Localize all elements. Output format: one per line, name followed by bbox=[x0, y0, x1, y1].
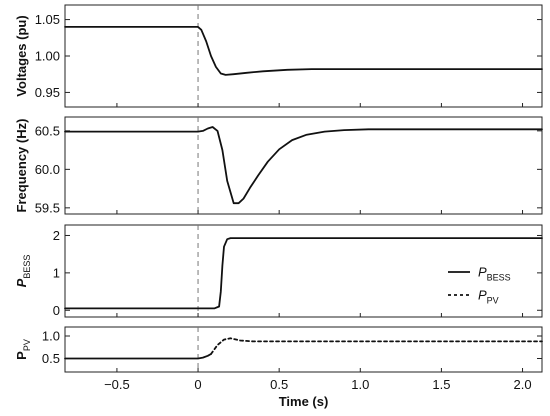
series-line bbox=[64, 353, 212, 360]
plot-frame bbox=[64, 116, 543, 215]
y-tick-label: 60.5 bbox=[35, 123, 60, 138]
panel-1: 0.95 1.00 1.05 Voltages (pu) bbox=[14, 4, 543, 108]
x-axis-label: Time (s) bbox=[279, 394, 329, 409]
dashed-series-line bbox=[210, 337, 543, 355]
y-tick-label: 1.05 bbox=[35, 12, 60, 27]
x-tick-label: 1.5 bbox=[432, 377, 450, 392]
panel-3: 0 1 2 PBESS PBESS PPV bbox=[14, 224, 543, 318]
legend-label: PPV bbox=[478, 288, 499, 306]
x-tick-label: 0 bbox=[194, 377, 201, 392]
series-line bbox=[64, 126, 543, 205]
x-tick-label: 2.0 bbox=[513, 377, 531, 392]
y-axis-label: Voltages (pu) bbox=[14, 15, 29, 96]
legend: PBESS PPV bbox=[448, 265, 511, 306]
y-tick-label: 59.5 bbox=[35, 200, 60, 215]
y-tick-label: 2 bbox=[53, 228, 60, 243]
plot-frame bbox=[64, 4, 543, 108]
y-tick-label: 1.0 bbox=[42, 329, 60, 344]
y-tick-label: 0.5 bbox=[42, 351, 60, 366]
plot-frame bbox=[64, 326, 543, 373]
panel-2: 59.5 60.0 60.5 Frequency (Hz) bbox=[14, 116, 543, 215]
y-tick-label: 0 bbox=[53, 303, 60, 318]
y-tick-label: 60.0 bbox=[35, 162, 60, 177]
y-axis-label: PBESS bbox=[14, 255, 32, 288]
plot-frame bbox=[64, 224, 543, 318]
x-tick-label: 0.5 bbox=[270, 377, 288, 392]
panel-4: 0.5 1.0 PPV −0.5 0 0.5 1.0 1.5 2.0 Time (s) bbox=[14, 326, 543, 409]
y-tick-label: 0.95 bbox=[35, 85, 60, 100]
y-tick-label: 1.00 bbox=[35, 49, 60, 64]
legend-label: PBESS bbox=[478, 265, 511, 283]
y-tick-label: 1 bbox=[53, 265, 60, 280]
x-tick-label: 1.0 bbox=[351, 377, 369, 392]
series-line bbox=[64, 25, 543, 76]
y-axis-label: Frequency (Hz) bbox=[14, 119, 29, 213]
series-line bbox=[64, 237, 543, 310]
x-tick-label: −0.5 bbox=[104, 377, 130, 392]
y-axis-label: PPV bbox=[14, 339, 32, 360]
